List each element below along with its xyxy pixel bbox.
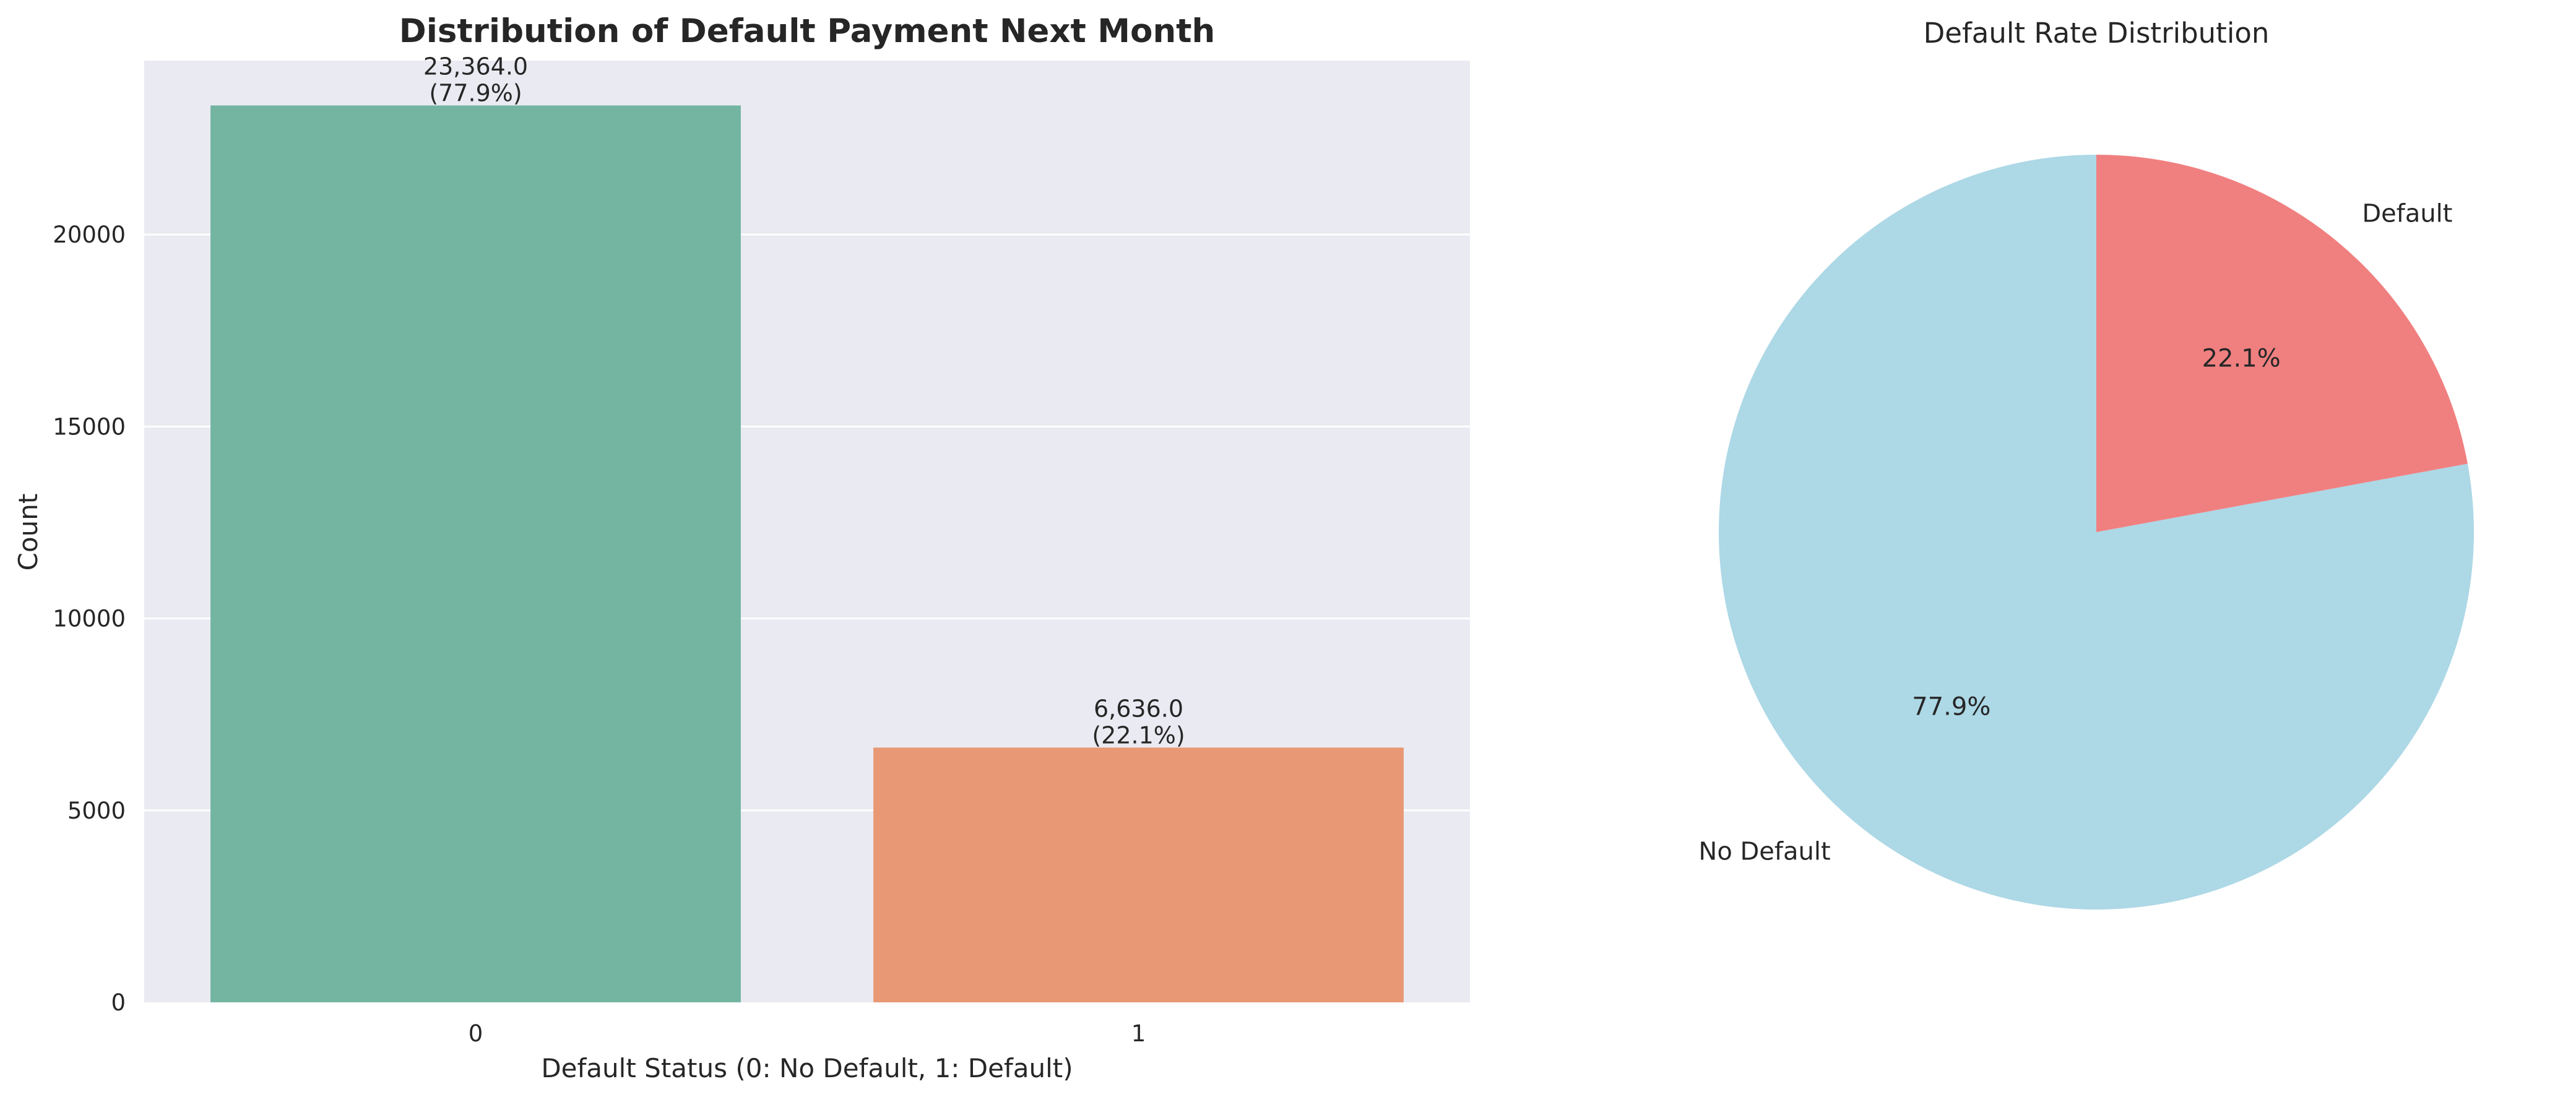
- bar-data-labels: 23,364.0(77.9%) 6,636.0(22.1%): [423, 53, 1185, 749]
- pie-slices: [1719, 155, 2474, 910]
- bar-x-axis-label: Default Status (0: No Default, 1: Defaul…: [541, 1053, 1073, 1083]
- bar-y-tick-label: 20000: [53, 222, 126, 248]
- bar-y-axis-label: Count: [13, 494, 43, 571]
- pie-percent-label: 77.9%: [1912, 692, 1990, 721]
- pie-slice-label: Default: [2362, 199, 2452, 228]
- bar-chart: 23,364.0(77.9%) 6,636.0(22.1%) 0 5000 10000…: [13, 12, 1470, 1083]
- bar-chart-title: Distribution of Default Payment Next Mon…: [399, 12, 1216, 50]
- bar-y-tick-label: 10000: [53, 606, 126, 632]
- bar-percent-label: (22.1%): [1092, 721, 1185, 749]
- bar-x-tick-label: 1: [1131, 1020, 1146, 1047]
- pie-chart-title: Default Rate Distribution: [1924, 17, 2270, 49]
- bar-x-tick-label: 0: [469, 1020, 483, 1047]
- pie-percent-label: 22.1%: [2202, 345, 2281, 373]
- bar-y-tick-label: 15000: [53, 413, 126, 440]
- pie-slice-label: No Default: [1698, 838, 1830, 866]
- bar-count-label: 23,364.0: [423, 53, 528, 80]
- bar: [873, 747, 1404, 1002]
- bar-percent-label: (77.9%): [429, 79, 522, 106]
- bar-marks: [210, 105, 1404, 1003]
- bar-count-label: 6,636.0: [1094, 695, 1183, 722]
- bar: [210, 105, 741, 1003]
- bar-y-tick-labels: 0 5000 10000 15000 20000: [53, 222, 126, 1016]
- bar-y-tick-label: 0: [111, 989, 126, 1016]
- bar-y-tick-label: 5000: [67, 798, 126, 824]
- pie-chart: Default Rate Distribution No Default 77.9…: [1698, 17, 2474, 910]
- pie-labels: No Default 77.9% Default 22.1%: [1698, 199, 2452, 866]
- pie-slice: [2096, 155, 2468, 532]
